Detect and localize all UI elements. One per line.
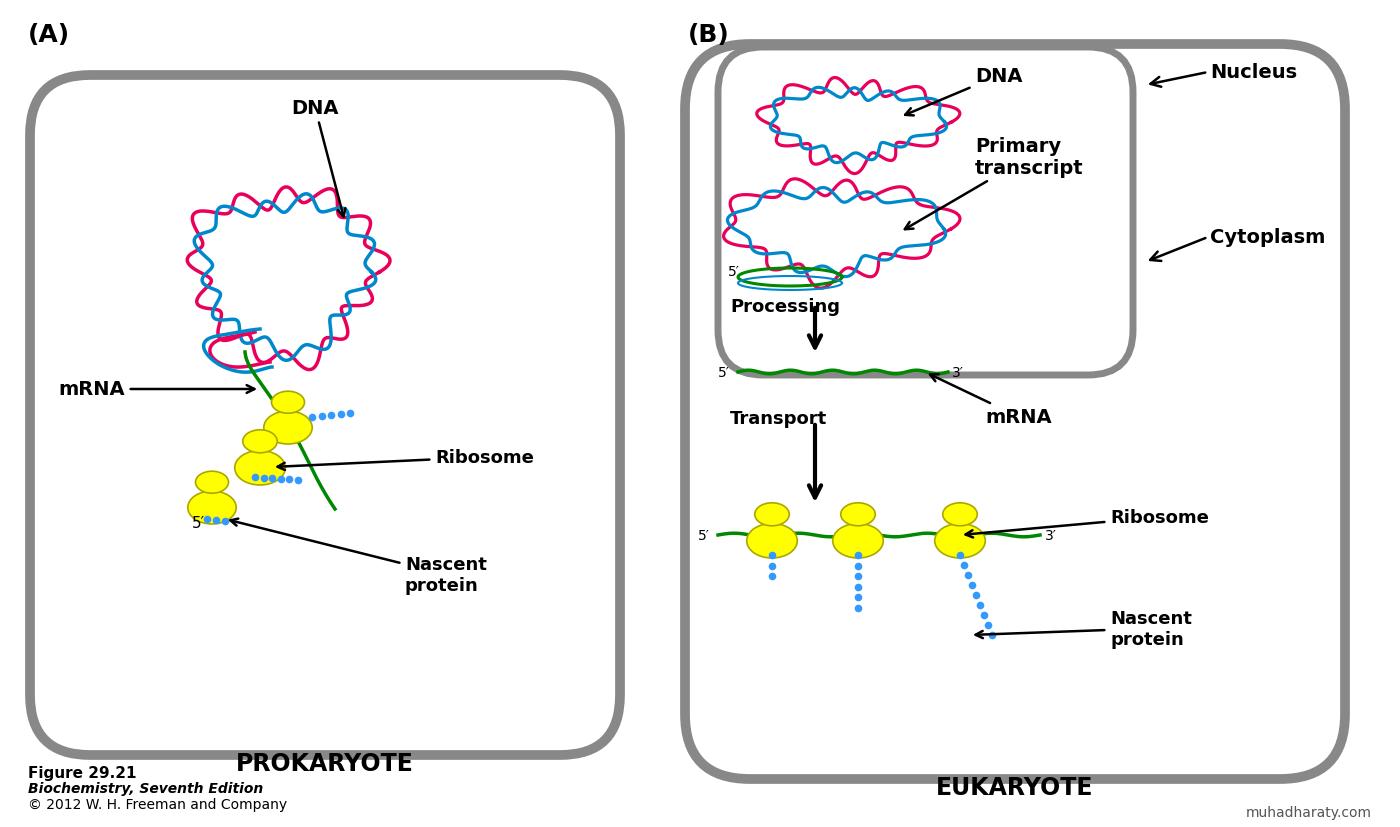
Text: EUKARYOTE: EUKARYOTE	[937, 775, 1093, 799]
Text: Primary
transcript: Primary transcript	[904, 136, 1084, 230]
Ellipse shape	[942, 503, 977, 526]
Ellipse shape	[272, 392, 305, 414]
Text: Biochemistry, Seventh Edition: Biochemistry, Seventh Edition	[28, 781, 263, 795]
Ellipse shape	[263, 412, 312, 444]
Text: (A): (A)	[28, 23, 70, 47]
Text: Processing: Processing	[729, 298, 840, 316]
Text: Figure 29.21: Figure 29.21	[28, 765, 137, 780]
FancyBboxPatch shape	[29, 76, 620, 755]
Ellipse shape	[833, 523, 883, 558]
Text: 3′: 3′	[1044, 528, 1057, 543]
Ellipse shape	[935, 523, 986, 558]
FancyBboxPatch shape	[685, 45, 1345, 779]
Ellipse shape	[188, 491, 237, 524]
Text: Ribosome: Ribosome	[277, 448, 533, 471]
Text: Nascent
protein: Nascent protein	[231, 519, 487, 594]
Text: PROKARYOTE: PROKARYOTE	[237, 751, 414, 775]
Text: DNA: DNA	[291, 99, 346, 218]
Text: 5′: 5′	[728, 265, 739, 279]
Text: 3′: 3′	[952, 366, 963, 380]
Ellipse shape	[841, 503, 875, 526]
Text: Ribosome: Ribosome	[966, 509, 1208, 538]
Text: Nucleus: Nucleus	[1210, 64, 1298, 83]
Text: Cytoplasm: Cytoplasm	[1210, 228, 1326, 247]
Text: Transport: Transport	[729, 409, 827, 428]
Ellipse shape	[242, 430, 277, 453]
Text: 5′: 5′	[699, 528, 710, 543]
Text: © 2012 W. H. Freeman and Company: © 2012 W. H. Freeman and Company	[28, 797, 287, 811]
Ellipse shape	[235, 451, 286, 485]
Text: mRNA: mRNA	[59, 380, 255, 399]
Text: DNA: DNA	[906, 67, 1022, 117]
Text: (B): (B)	[687, 23, 729, 47]
Ellipse shape	[746, 523, 798, 558]
FancyBboxPatch shape	[718, 48, 1133, 375]
Text: 5′: 5′	[718, 366, 729, 380]
Text: mRNA: mRNA	[930, 375, 1051, 427]
Ellipse shape	[196, 471, 228, 494]
Ellipse shape	[755, 503, 790, 526]
Text: Nascent
protein: Nascent protein	[976, 609, 1191, 648]
Text: muhadharaty.com: muhadharaty.com	[1246, 805, 1372, 819]
Text: 5′: 5′	[192, 515, 206, 530]
